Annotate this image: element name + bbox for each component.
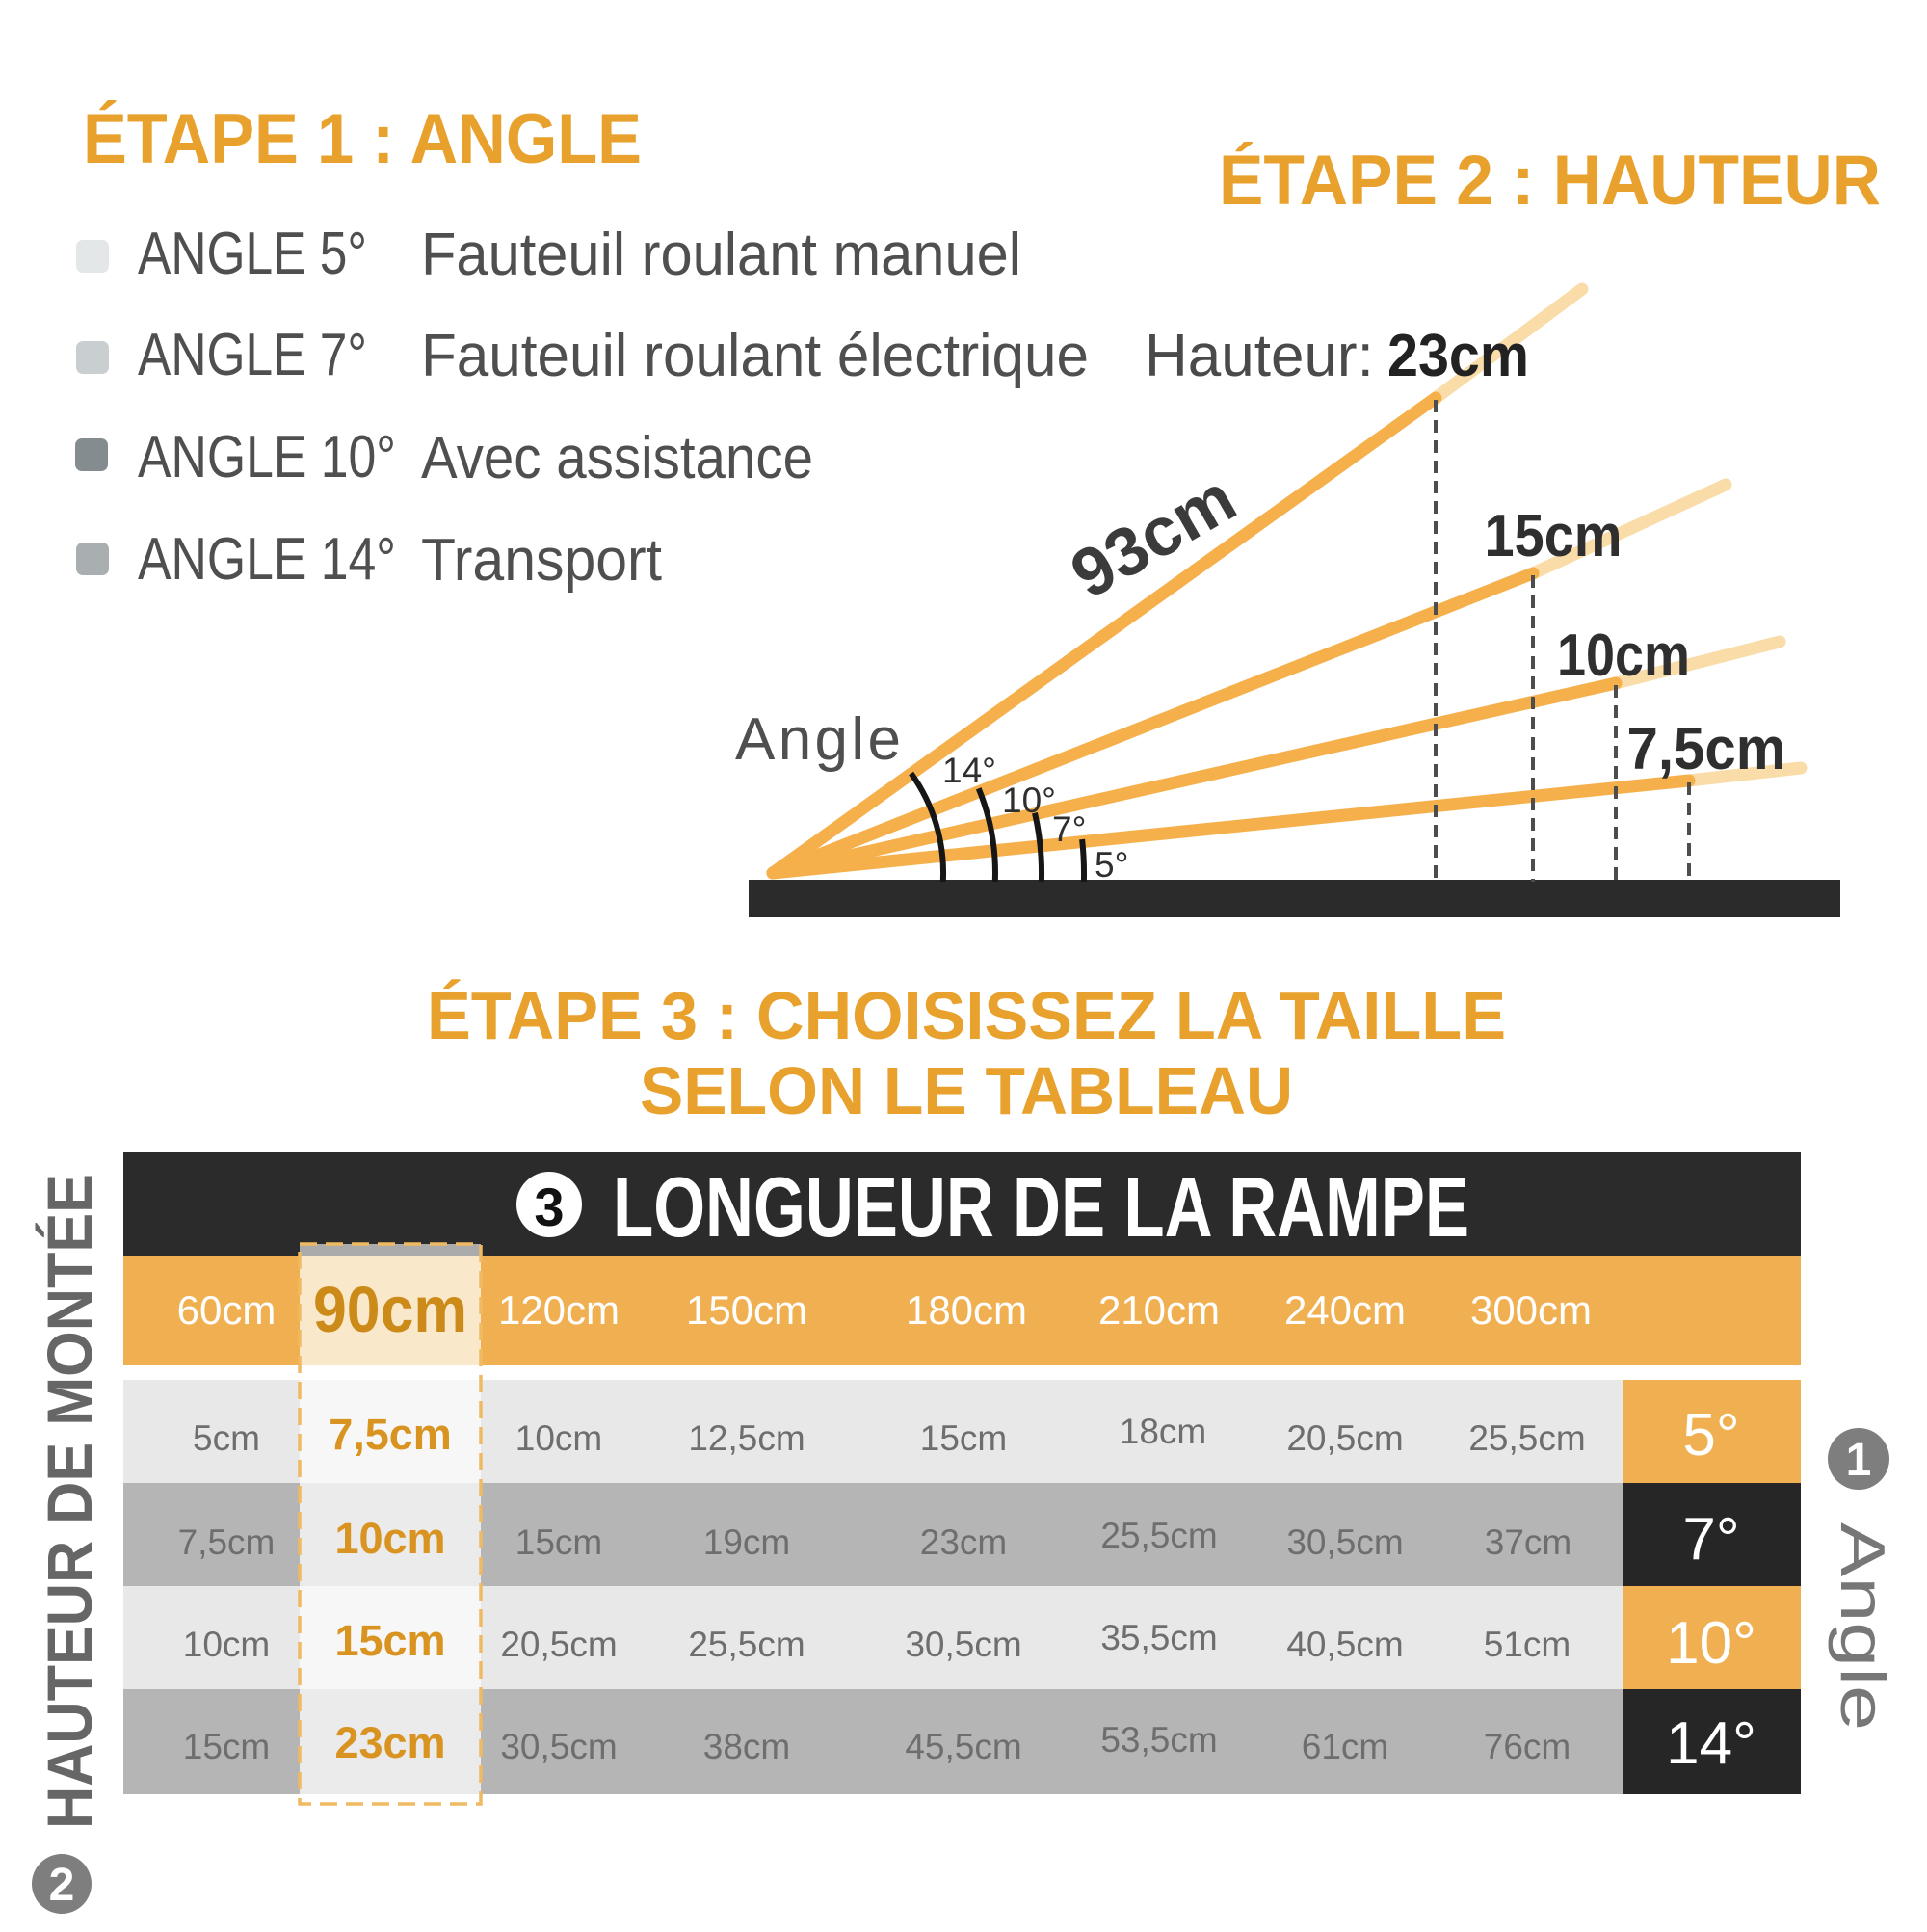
svg-text:10cm: 10cm: [183, 1625, 270, 1664]
svg-text:10cm: 10cm: [334, 1514, 445, 1563]
svg-text:30,5cm: 30,5cm: [1286, 1522, 1403, 1562]
svg-text:ANGLE 7°: ANGLE 7°: [138, 322, 367, 388]
svg-text:Transport: Transport: [421, 527, 662, 594]
svg-text:Hauteur:: Hauteur:: [1145, 323, 1374, 389]
svg-text:120cm: 120cm: [498, 1287, 620, 1333]
svg-text:Fauteuil roulant manuel: Fauteuil roulant manuel: [421, 222, 1021, 288]
svg-text:Avec assistance: Avec assistance: [421, 425, 813, 491]
svg-text:23cm: 23cm: [1387, 323, 1529, 389]
svg-text:19cm: 19cm: [703, 1522, 790, 1562]
svg-text:53,5cm: 53,5cm: [1100, 1720, 1217, 1760]
svg-text:5°: 5°: [1095, 845, 1128, 885]
svg-text:1: 1: [1846, 1435, 1872, 1486]
svg-text:61cm: 61cm: [1302, 1727, 1388, 1766]
svg-text:HAUTEUR DE MONTÉE: HAUTEUR DE MONTÉE: [34, 1174, 105, 1829]
svg-text:15cm: 15cm: [334, 1616, 445, 1665]
svg-text:5°: 5°: [1682, 1402, 1739, 1469]
svg-text:10cm: 10cm: [515, 1418, 602, 1458]
svg-text:15cm: 15cm: [920, 1418, 1007, 1458]
svg-text:ÉTAPE 2 : HAUTEUR: ÉTAPE 2 : HAUTEUR: [1219, 142, 1881, 220]
svg-text:210cm: 210cm: [1098, 1287, 1220, 1333]
svg-text:14°: 14°: [942, 751, 996, 790]
svg-text:37cm: 37cm: [1485, 1522, 1571, 1562]
svg-text:12,5cm: 12,5cm: [688, 1418, 805, 1458]
svg-text:300cm: 300cm: [1470, 1287, 1592, 1333]
svg-text:25,5cm: 25,5cm: [1100, 1516, 1217, 1555]
svg-text:14°: 14°: [1666, 1710, 1756, 1777]
svg-text:ÉTAPE 1 : ANGLE: ÉTAPE 1 : ANGLE: [83, 100, 642, 178]
svg-text:15cm: 15cm: [1485, 503, 1623, 569]
svg-text:3: 3: [534, 1177, 564, 1237]
svg-text:23cm: 23cm: [334, 1718, 445, 1767]
svg-text:ÉTAPE 3 : CHOISISSEZ LA TAILLE: ÉTAPE 3 : CHOISISSEZ LA TAILLE: [427, 978, 1506, 1053]
svg-text:Angle: Angle: [735, 706, 901, 773]
svg-text:25,5cm: 25,5cm: [1468, 1418, 1585, 1458]
svg-text:7,5cm: 7,5cm: [1627, 716, 1786, 782]
svg-text:240cm: 240cm: [1284, 1287, 1406, 1333]
svg-text:ANGLE 14°: ANGLE 14°: [138, 526, 396, 593]
svg-text:SELON LE TABLEAU: SELON LE TABLEAU: [640, 1053, 1293, 1128]
svg-text:30,5cm: 30,5cm: [905, 1625, 1021, 1664]
svg-text:20,5cm: 20,5cm: [500, 1625, 617, 1664]
svg-text:45,5cm: 45,5cm: [905, 1727, 1021, 1766]
svg-text:25,5cm: 25,5cm: [688, 1625, 805, 1664]
svg-text:20,5cm: 20,5cm: [1286, 1418, 1403, 1458]
svg-text:60cm: 60cm: [177, 1287, 277, 1333]
svg-text:90cm: 90cm: [313, 1274, 467, 1346]
svg-text:10°: 10°: [1666, 1610, 1756, 1677]
svg-text:38cm: 38cm: [703, 1727, 790, 1766]
svg-text:LONGUEUR DE LA RAMPE: LONGUEUR DE LA RAMPE: [613, 1159, 1469, 1255]
svg-text:7,5cm: 7,5cm: [329, 1410, 452, 1459]
svg-text:7,5cm: 7,5cm: [178, 1522, 276, 1562]
svg-text:10cm: 10cm: [1557, 622, 1690, 689]
svg-text:Fauteuil roulant électrique: Fauteuil roulant électrique: [421, 323, 1089, 389]
svg-text:7°: 7°: [1682, 1506, 1739, 1573]
svg-text:10°: 10°: [1002, 781, 1056, 820]
svg-text:15cm: 15cm: [515, 1522, 602, 1562]
svg-text:18cm: 18cm: [1120, 1412, 1206, 1451]
svg-text:ANGLE 10°: ANGLE 10°: [138, 424, 396, 490]
svg-text:150cm: 150cm: [686, 1287, 807, 1333]
svg-text:15cm: 15cm: [183, 1727, 270, 1766]
svg-text:76cm: 76cm: [1484, 1727, 1571, 1766]
svg-text:51cm: 51cm: [1484, 1625, 1571, 1664]
svg-text:2: 2: [49, 1860, 75, 1911]
svg-text:40,5cm: 40,5cm: [1286, 1625, 1403, 1664]
svg-text:ANGLE 5°: ANGLE 5°: [138, 221, 367, 287]
svg-text:7°: 7°: [1052, 809, 1086, 849]
svg-text:5cm: 5cm: [193, 1418, 260, 1458]
svg-text:30,5cm: 30,5cm: [500, 1727, 617, 1766]
svg-text:180cm: 180cm: [906, 1287, 1027, 1333]
svg-text:23cm: 23cm: [920, 1522, 1007, 1562]
svg-text:35,5cm: 35,5cm: [1100, 1618, 1217, 1657]
svg-text:Angle: Angle: [1828, 1522, 1898, 1731]
